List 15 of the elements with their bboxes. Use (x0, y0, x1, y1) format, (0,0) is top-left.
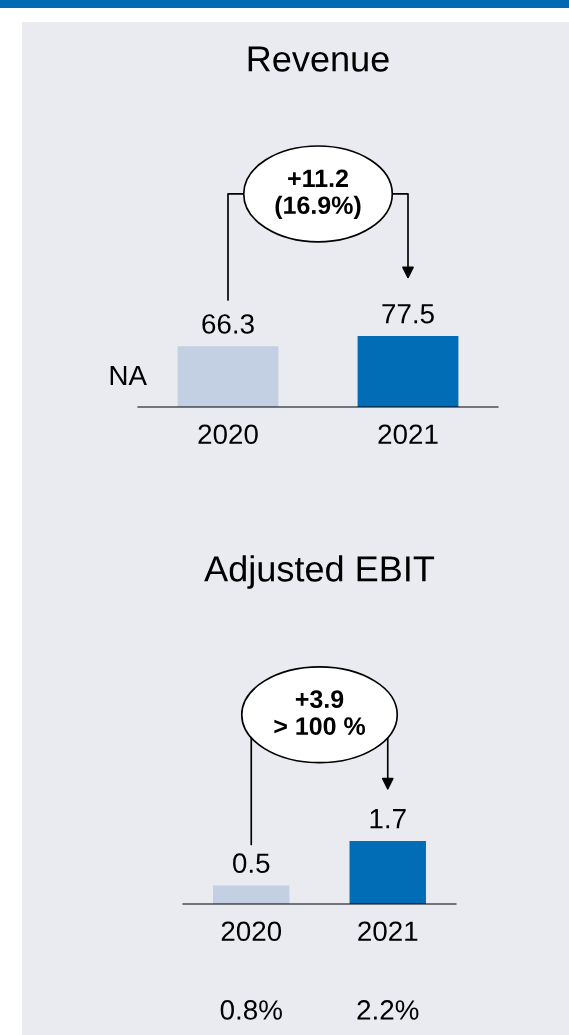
data-label: 0.5 (233, 853, 270, 874)
x-tick-label: 2020 (221, 921, 282, 942)
chart-title: Revenue (248, 46, 389, 72)
data-label: 77.5 (382, 304, 434, 324)
text: +11.2 (16.9%) (275, 169, 361, 220)
text: 2.2% (357, 1000, 419, 1020)
annotation: NA (110, 365, 147, 386)
x-tick-label: 2021 (358, 921, 418, 942)
data-label: 1.7 (370, 809, 406, 829)
text: +3.9 > 100 % (274, 690, 366, 735)
x-tick-label: 2020 (198, 424, 258, 445)
chart-title: Adjusted EBIT (204, 555, 435, 589)
text: 0.8% (220, 1000, 282, 1020)
data-label: 66.3 (202, 314, 254, 334)
x-tick-label: 2021 (378, 424, 438, 445)
